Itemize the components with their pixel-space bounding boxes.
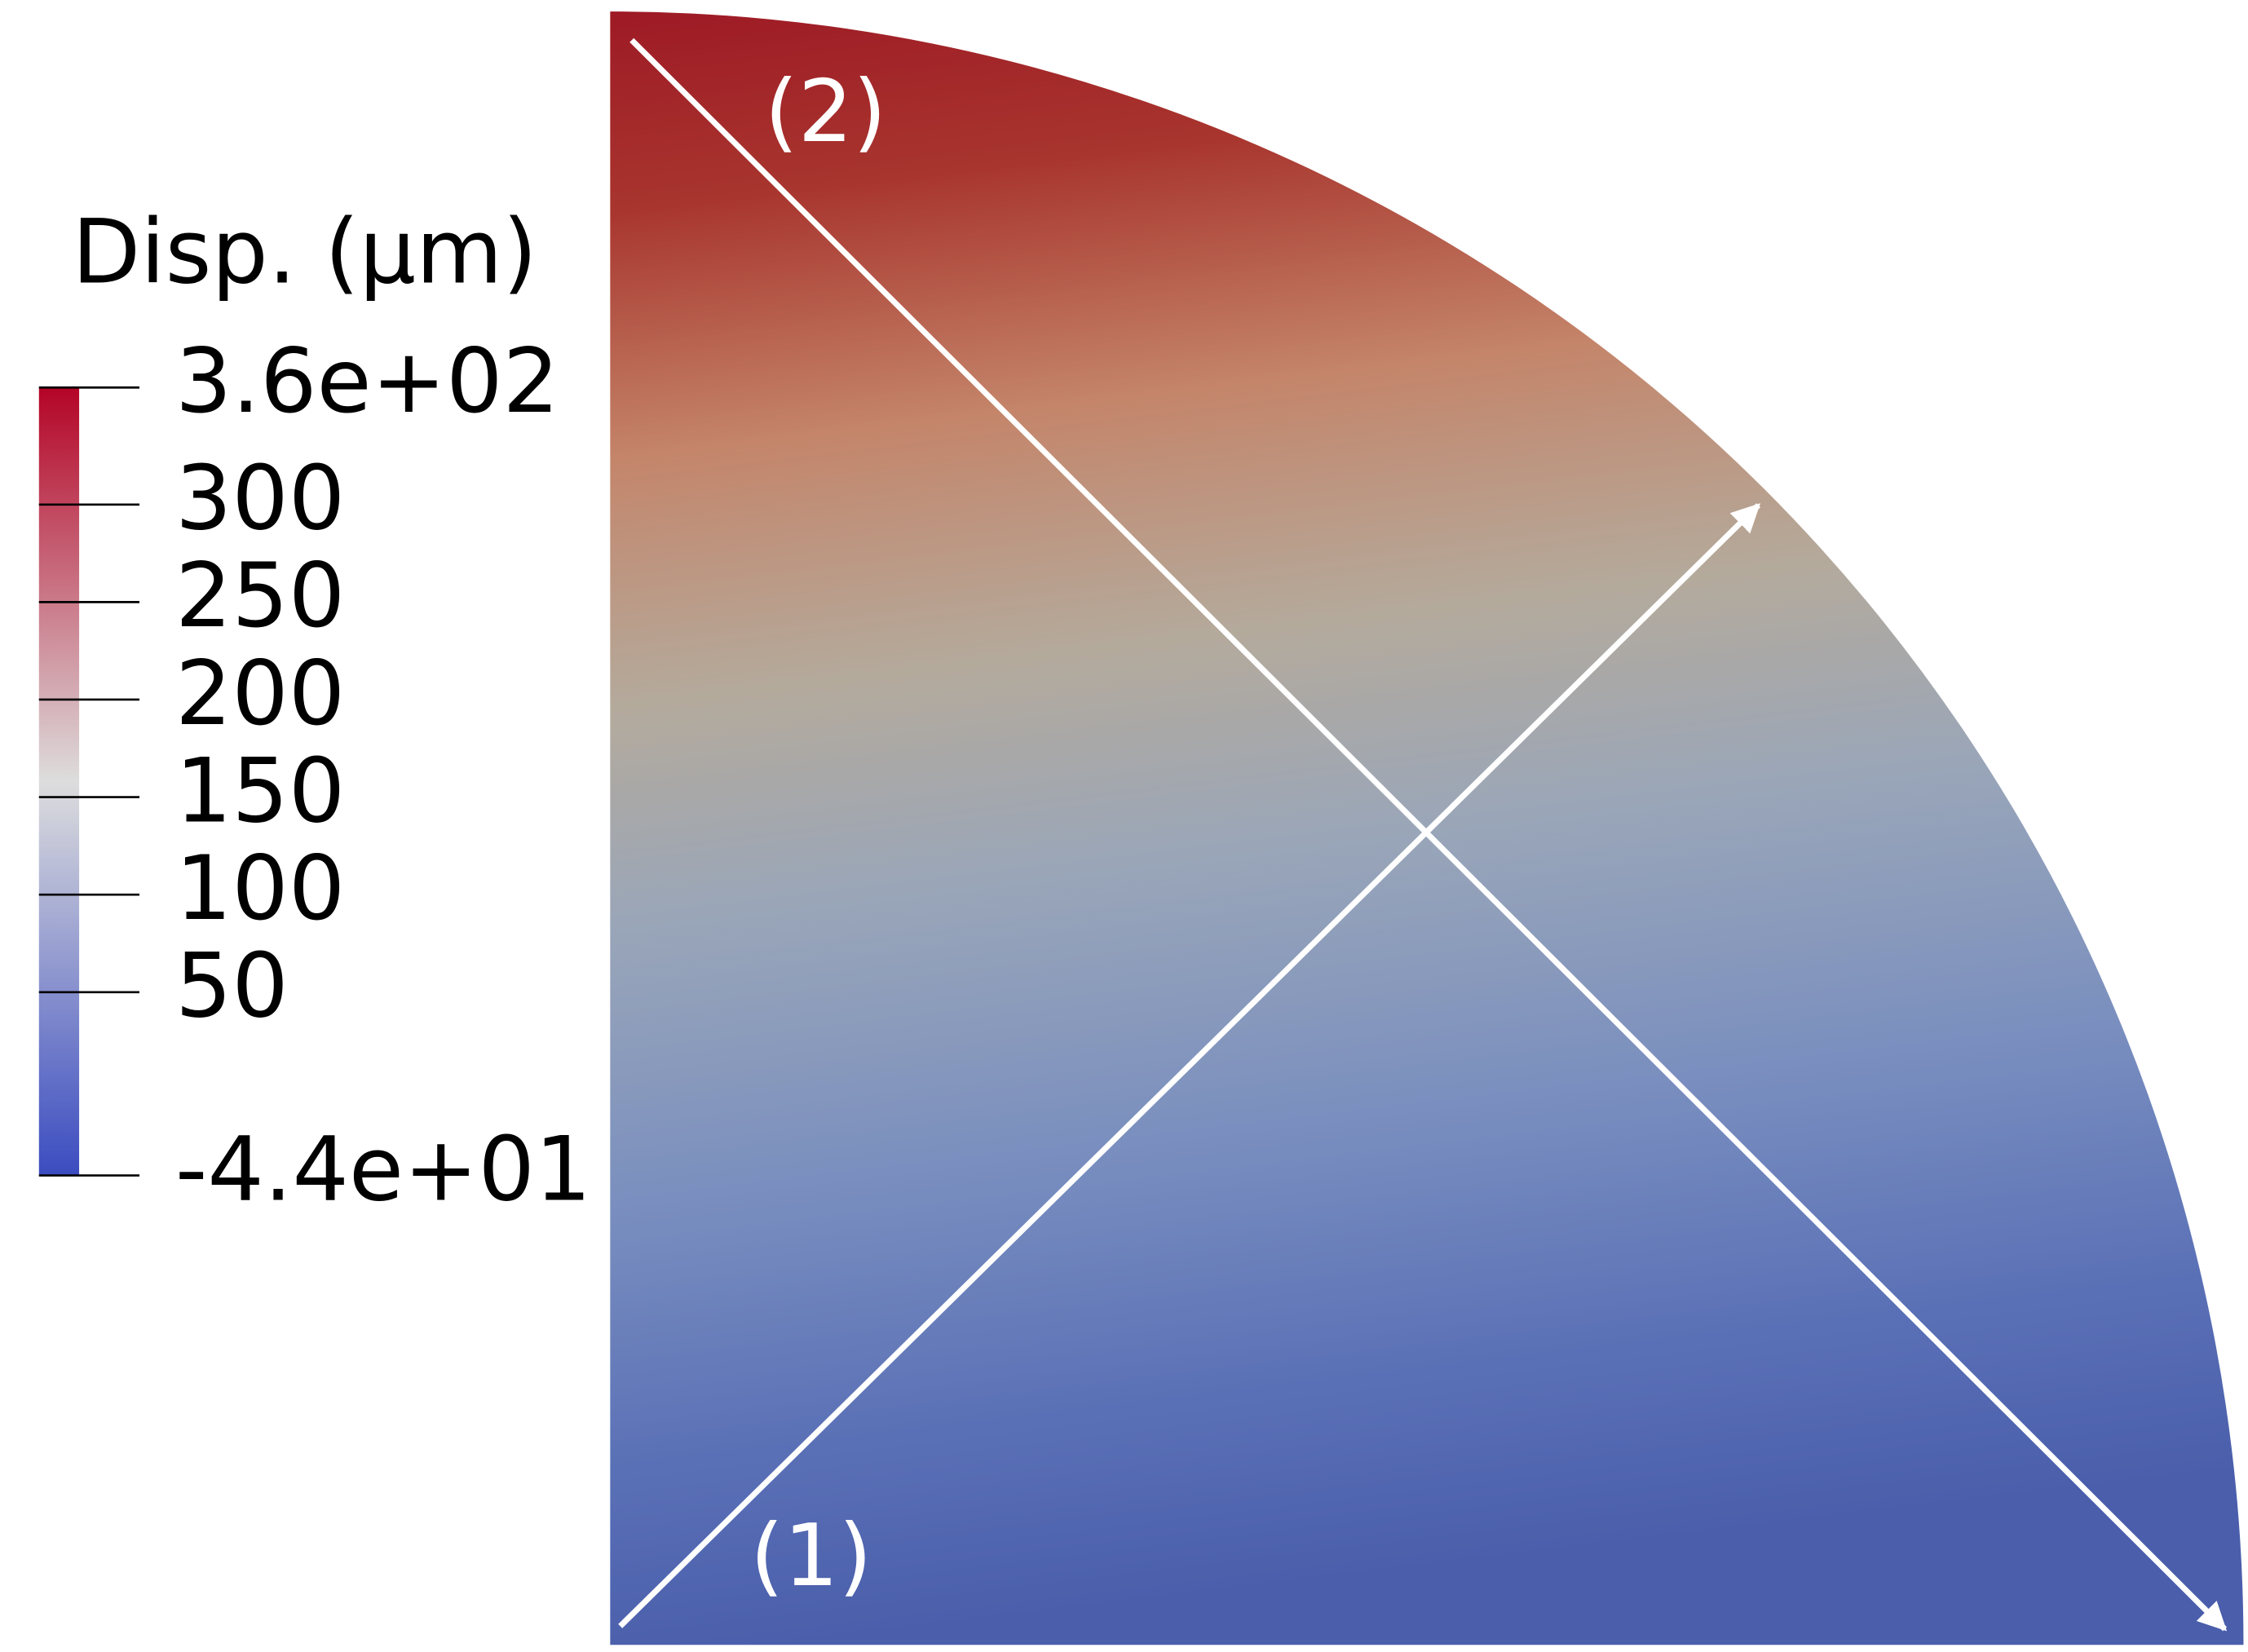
tick-label: 300 <box>175 447 345 550</box>
path-line-1 <box>618 503 1761 1628</box>
tick-label: 150 <box>175 739 345 842</box>
tick-label: 50 <box>175 934 289 1038</box>
tick-label: 250 <box>175 544 345 647</box>
annotation: (2) <box>765 61 887 161</box>
tick-label: -4.4e+01 <box>175 1117 591 1221</box>
colorbar-title: Disp. (μm) <box>72 201 537 304</box>
annotation: (1) <box>750 1505 872 1606</box>
colorbar-scale <box>38 387 80 1176</box>
tick-label: 3.6e+02 <box>175 329 559 433</box>
tick-label: 200 <box>175 642 345 745</box>
tick-label: 100 <box>175 837 345 940</box>
path-line-2 <box>629 38 2228 1632</box>
